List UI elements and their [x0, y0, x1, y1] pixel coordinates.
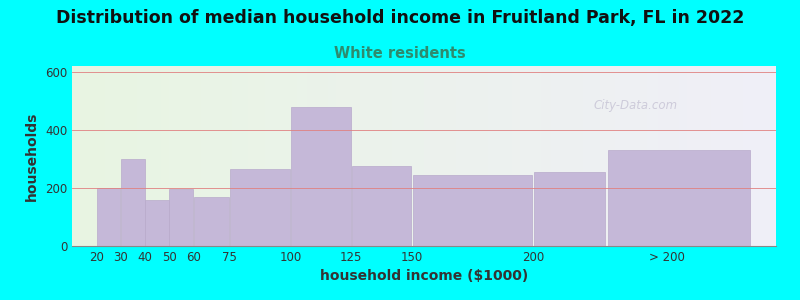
- Bar: [145, 200, 169, 246]
- Bar: [170, 189, 193, 246]
- Text: Distribution of median household income in Fruitland Park, FL in 2022: Distribution of median household income …: [56, 9, 744, 27]
- Bar: [413, 175, 532, 246]
- Bar: [607, 150, 750, 246]
- Bar: [97, 188, 120, 246]
- Text: City-Data.com: City-Data.com: [593, 99, 678, 112]
- Bar: [194, 196, 230, 246]
- Text: White residents: White residents: [334, 46, 466, 62]
- Bar: [121, 159, 145, 246]
- Bar: [534, 172, 606, 246]
- Bar: [352, 166, 411, 246]
- Bar: [230, 169, 290, 246]
- Bar: [291, 106, 350, 246]
- Y-axis label: households: households: [26, 111, 39, 201]
- X-axis label: household income ($1000): household income ($1000): [320, 269, 528, 284]
